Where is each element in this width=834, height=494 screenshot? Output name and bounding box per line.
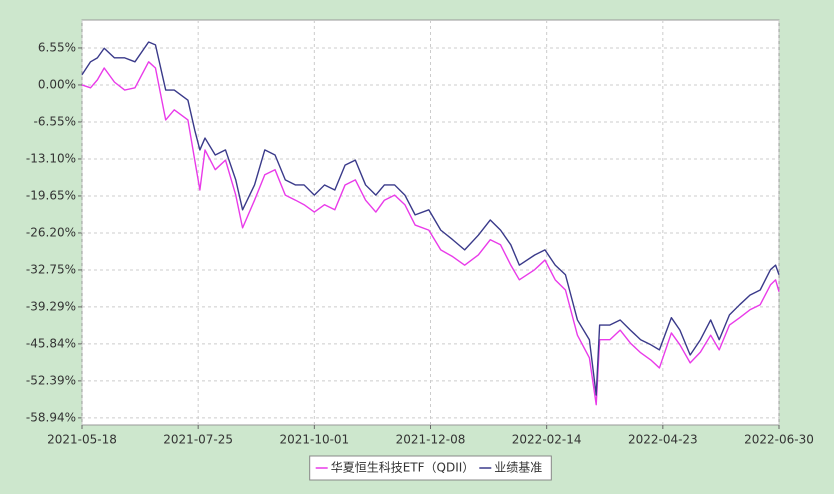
x-tick-label: 2022-02-14 <box>512 433 582 447</box>
y-tick-label: -13.10% <box>26 151 76 165</box>
y-tick-label: -26.20% <box>26 225 76 239</box>
legend-box <box>309 455 552 481</box>
legend-label: 业绩基准 <box>494 461 542 475</box>
y-tick-label: -58.94% <box>26 410 76 424</box>
y-tick-label: 6.55% <box>38 40 76 54</box>
y-tick-label: -32.75% <box>26 262 76 276</box>
series-line <box>81 41 780 396</box>
x-tick-label: 2021-12-08 <box>396 433 466 447</box>
y-tick-label: -52.39% <box>26 373 76 387</box>
y-tick-label: -39.29% <box>26 299 76 313</box>
x-tick-label: 2022-04-23 <box>628 433 698 447</box>
x-tick-label: 2021-10-01 <box>279 433 349 447</box>
y-tick-label: -19.65% <box>26 188 76 202</box>
x-tick-label: 2021-07-25 <box>163 433 233 447</box>
series-line <box>81 61 780 406</box>
x-tick-label: 2022-06-30 <box>744 433 814 447</box>
y-tick-label: 0.00% <box>38 77 76 91</box>
legend-label: 华夏恒生科技ETF（QDII） <box>331 461 475 475</box>
y-tick-label: -45.84% <box>26 336 76 350</box>
x-tick-label: 2021-05-18 <box>47 433 117 447</box>
y-tick-label: -6.55% <box>34 114 76 128</box>
